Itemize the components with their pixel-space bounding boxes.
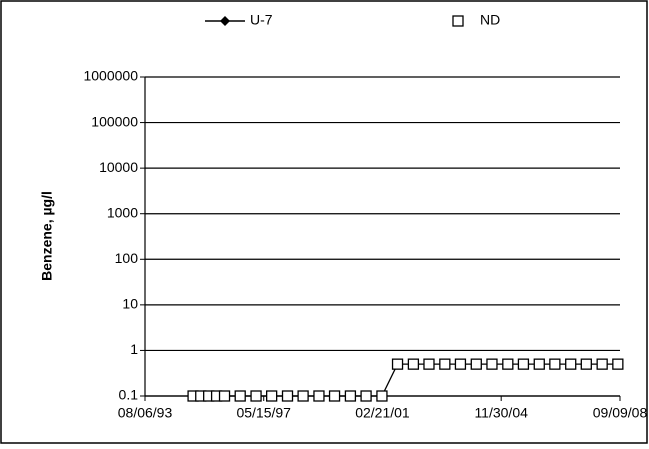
square-marker xyxy=(344,390,357,402)
square-marker xyxy=(533,358,545,370)
square-marker xyxy=(360,390,372,402)
square-marker xyxy=(376,390,388,402)
legend-square xyxy=(452,15,464,27)
y-tick-label: 100000 xyxy=(91,113,138,129)
x-tick-label: 11/30/04 xyxy=(474,405,528,421)
x-tick-label: 05/15/97 xyxy=(236,405,291,421)
square-marker xyxy=(470,358,482,370)
square-marker xyxy=(486,358,498,370)
square-marker xyxy=(439,358,451,370)
square-marker xyxy=(407,358,420,370)
square-marker xyxy=(517,358,530,370)
legend-diamond xyxy=(220,16,230,26)
square-marker xyxy=(565,358,577,370)
square-marker xyxy=(391,358,404,370)
square-marker xyxy=(234,390,246,402)
square-marker xyxy=(313,390,325,402)
y-tick-label: 10000 xyxy=(99,159,138,175)
square-marker xyxy=(218,390,231,402)
y-tick-label: 0.1 xyxy=(119,387,139,403)
x-tick-label: 09/09/08 xyxy=(593,405,648,421)
square-marker xyxy=(580,358,592,370)
square-marker xyxy=(502,358,514,370)
square-marker xyxy=(328,390,341,402)
square-marker xyxy=(250,390,262,402)
x-tick-label: 08/06/93 xyxy=(118,405,173,421)
square-marker xyxy=(266,390,278,402)
legend-label: U-7 xyxy=(250,12,273,28)
y-tick-label: 100 xyxy=(115,250,139,266)
square-marker xyxy=(423,358,435,370)
y-axis-label: Benzene, µg/l xyxy=(39,191,55,281)
x-tick-label: 02/21/01 xyxy=(355,405,410,421)
y-tick-label: 10 xyxy=(122,296,138,312)
y-tick-label: 1000 xyxy=(107,204,138,220)
square-marker xyxy=(596,358,608,370)
square-marker xyxy=(281,390,294,402)
y-tick-label: 1000000 xyxy=(83,68,138,84)
square-marker xyxy=(297,390,309,402)
y-tick-label: 1 xyxy=(130,341,138,357)
square-marker xyxy=(549,358,561,370)
square-marker xyxy=(454,358,467,370)
square-marker xyxy=(612,358,624,370)
legend-label: ND xyxy=(480,12,500,28)
